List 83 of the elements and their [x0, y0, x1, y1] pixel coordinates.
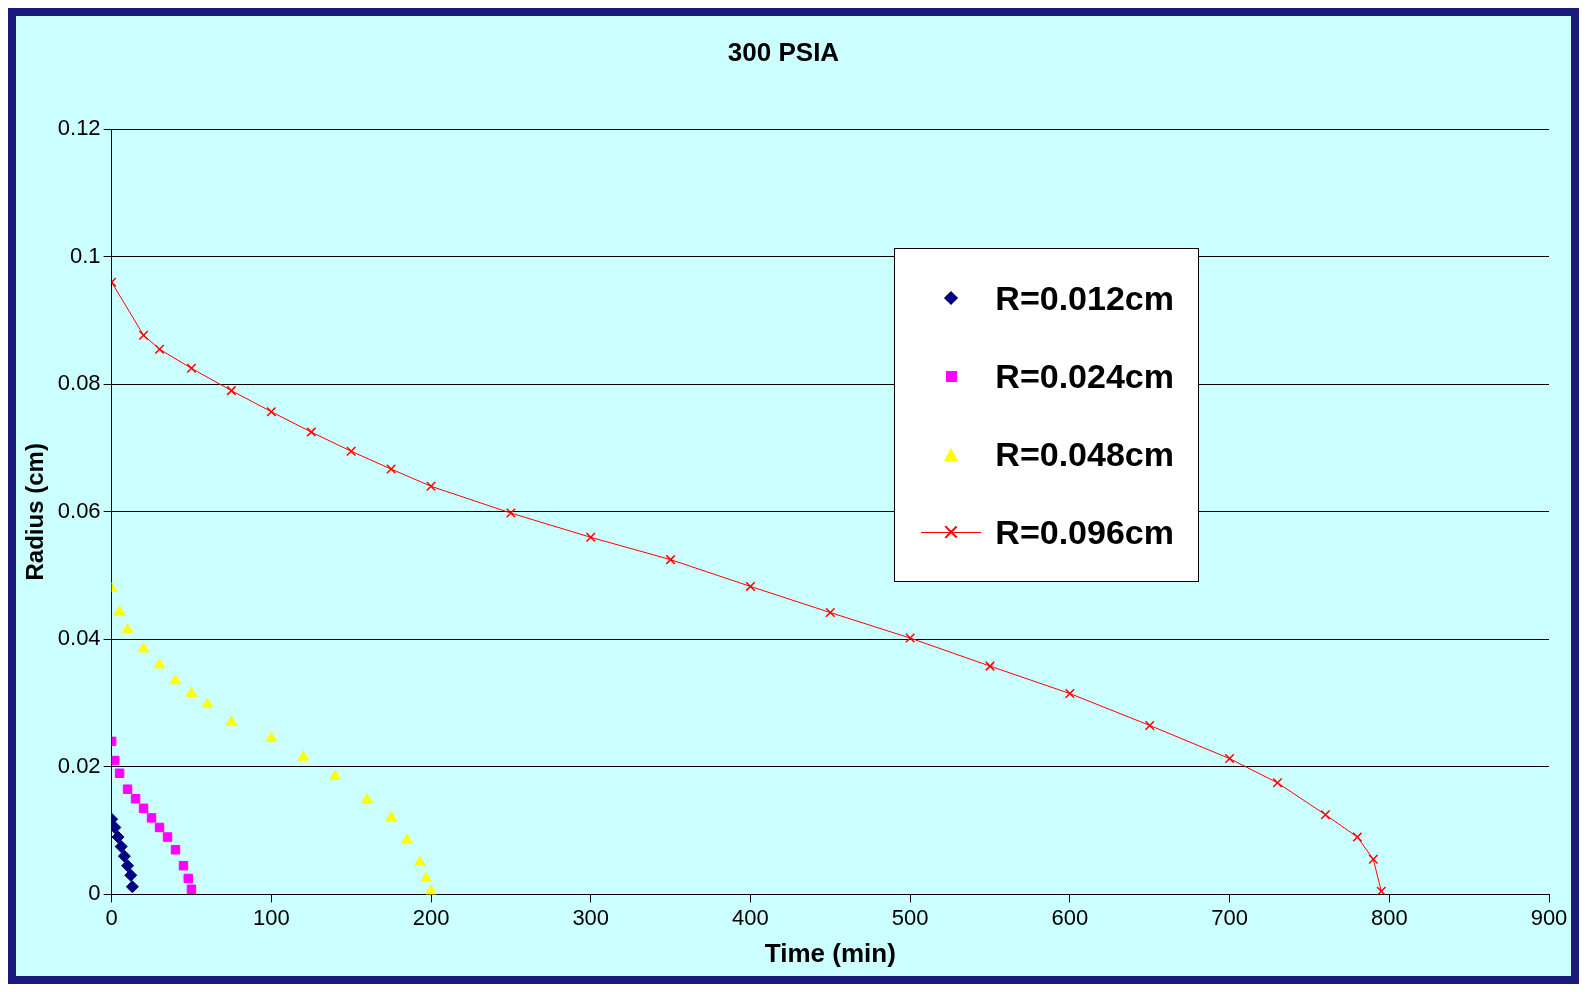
- point: [505, 508, 516, 519]
- point: [154, 344, 165, 355]
- point: [185, 687, 198, 698]
- point: [386, 464, 397, 475]
- point: [226, 385, 237, 396]
- point: [905, 633, 916, 644]
- point: [117, 849, 131, 863]
- y-tick-label: 0: [88, 880, 101, 906]
- y-tick-label: 0.12: [57, 115, 101, 141]
- x-tick-label: 800: [1370, 904, 1408, 930]
- point: [1224, 753, 1235, 764]
- y-tick-label: 0.08: [57, 370, 101, 396]
- point: [124, 868, 138, 882]
- point: [306, 427, 317, 438]
- point: [426, 481, 437, 492]
- x-tick-label: 900: [1530, 904, 1568, 930]
- point: [153, 658, 166, 669]
- point: [114, 840, 128, 854]
- y-tick-label: 0.06: [57, 497, 101, 523]
- point: [414, 856, 426, 867]
- point: [162, 832, 173, 842]
- point: [125, 880, 139, 894]
- point: [178, 860, 189, 871]
- point: [186, 363, 197, 374]
- y-tick-label: 0.04: [57, 625, 101, 651]
- x-tick-label: 500: [891, 904, 929, 930]
- chart-title: 300 PSIA: [727, 36, 840, 67]
- point: [111, 755, 120, 766]
- point: [1368, 854, 1379, 865]
- point: [138, 330, 149, 341]
- x-tick-label: 700: [1211, 904, 1248, 930]
- point: [154, 822, 165, 833]
- legend-label: R=0.012cm: [995, 278, 1174, 318]
- point: [361, 793, 373, 804]
- point: [297, 750, 309, 761]
- legend-label: R=0.048cm: [995, 434, 1174, 474]
- point: [121, 623, 134, 634]
- point: [1064, 688, 1075, 699]
- point: [201, 697, 214, 708]
- y-tick-label: 0.02: [57, 752, 101, 778]
- point: [1272, 777, 1283, 788]
- point: [225, 715, 238, 726]
- legend-label: R=0.096cm: [995, 512, 1174, 552]
- point: [146, 813, 157, 823]
- point: [425, 884, 437, 895]
- x-tick-label: 600: [1051, 904, 1089, 930]
- point: [585, 532, 596, 543]
- point: [1144, 720, 1155, 731]
- point: [169, 674, 182, 685]
- point: [114, 768, 125, 778]
- point: [121, 859, 135, 873]
- point: [985, 661, 996, 672]
- point: [1352, 832, 1363, 842]
- point: [122, 784, 133, 794]
- point: [130, 794, 141, 804]
- point: [401, 833, 413, 844]
- point: [265, 731, 278, 742]
- legend-label: R=0.024cm: [995, 356, 1174, 396]
- point: [745, 581, 756, 592]
- y-tick-label: 0.1: [70, 242, 101, 268]
- point: [183, 873, 194, 884]
- point: [1320, 809, 1331, 820]
- point: [665, 554, 676, 565]
- point: [111, 830, 125, 844]
- x-tick-label: 300: [572, 904, 610, 930]
- y-axis-title: Radius (cm): [21, 443, 49, 581]
- point: [170, 845, 181, 855]
- point: [186, 884, 197, 895]
- x-axis-title: Time (min): [764, 937, 896, 968]
- point: [1376, 886, 1387, 895]
- x-tick-label: 100: [252, 904, 290, 930]
- point: [825, 607, 836, 618]
- point: [266, 406, 277, 417]
- point: [137, 642, 150, 653]
- point: [113, 605, 126, 616]
- point: [346, 446, 357, 457]
- point: [385, 811, 397, 822]
- x-tick-label: 400: [732, 904, 769, 930]
- point: [329, 769, 341, 780]
- x-tick-label: 0: [105, 904, 118, 930]
- point: [138, 803, 149, 814]
- point: [420, 871, 432, 882]
- x-tick-label: 200: [412, 904, 450, 930]
